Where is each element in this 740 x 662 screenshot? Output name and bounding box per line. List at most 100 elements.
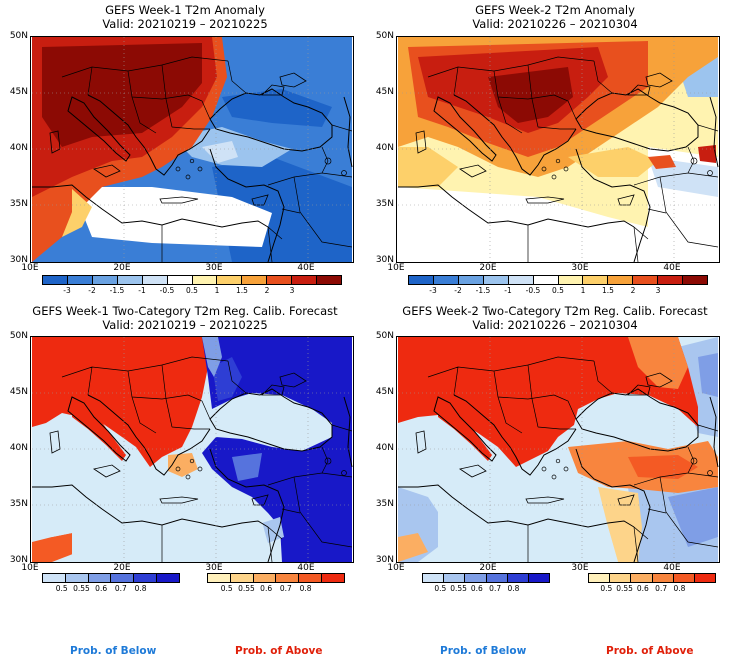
panel-valid-dates: Valid: 20210219 – 20210225: [102, 318, 268, 332]
lat-label: 40N: [375, 143, 394, 153]
lon-label: 30E: [571, 563, 589, 573]
colorbar-swatch: [276, 574, 300, 582]
colorbar-tick-label: 0.8: [507, 584, 520, 593]
colorbar-tick-label: 0.8: [673, 584, 686, 593]
lat-label: 35N: [9, 499, 28, 509]
colorbar-swatch: [694, 574, 716, 582]
colorbar-tick-label: 0.55: [616, 584, 633, 593]
colorbar-swatch: [142, 276, 168, 284]
colorbar-tick-label: 3: [655, 286, 661, 295]
prob-above-caption: Prob. of Above: [606, 645, 694, 657]
panel-title: GEFS Week-1 Two-Category T2m Reg. Calib.…: [32, 304, 338, 318]
colorbar-swatch: [673, 574, 695, 582]
panel-valid-dates: Valid: 20210226 – 20210304: [472, 318, 638, 332]
colorbar-swatch: [208, 574, 231, 582]
lat-label: 50N: [375, 331, 394, 341]
colorbar-swatch: [230, 574, 254, 582]
colorbar-tick-label: 0.7: [279, 584, 292, 593]
colorbar-tick-label: -1: [504, 286, 512, 295]
colorbar-tick-label: 0.7: [655, 584, 668, 593]
colorbar-swatch: [111, 574, 135, 582]
colorbar-tick-label: 0.6: [470, 584, 483, 593]
prob-below-colorbar: [422, 573, 550, 583]
lat-label: 50N: [9, 31, 28, 41]
prob-above-colorbar: [207, 573, 345, 583]
panel-title: GEFS Week-1 T2m Anomaly: [105, 3, 265, 17]
colorbar-tick-label: 0.5: [55, 584, 68, 593]
colorbar-tick-label: 0.7: [489, 584, 502, 593]
lat-label: 30N: [375, 555, 394, 565]
colorbar-swatch: [43, 574, 66, 582]
colorbar-tick-label: 0.5: [600, 584, 613, 593]
prob-above-caption: Prob. of Above: [235, 645, 323, 657]
colorbar-swatch: [267, 276, 293, 284]
colorbar-tick-label: 2: [630, 286, 636, 295]
colorbar-tick-label: -3: [63, 286, 71, 295]
colorbar-swatch: [433, 276, 459, 284]
lat-label: 30N: [375, 255, 394, 265]
colorbar-swatch: [658, 276, 684, 284]
colorbar-swatch: [583, 276, 609, 284]
map-week2-anomaly: [396, 36, 720, 263]
panel-week2-probability: GEFS Week-2 Two-Category T2m Reg. Calib.…: [370, 300, 740, 600]
colorbar-tick-label: 0.5: [552, 286, 564, 295]
colorbar-swatch: [409, 276, 434, 284]
lat-label: 50N: [375, 31, 394, 41]
colorbar-swatch: [253, 574, 277, 582]
colorbar-swatch: [558, 276, 584, 284]
colorbar-swatch: [67, 276, 93, 284]
colorbar-tick-label: 1: [214, 286, 220, 295]
colorbar-tick-label: 0.8: [299, 584, 312, 593]
colorbar-tick-label: 0.55: [450, 584, 467, 593]
lat-label: 30N: [9, 255, 28, 265]
lat-label: 40N: [9, 443, 28, 453]
colorbar-swatch: [610, 574, 632, 582]
lat-label: 35N: [375, 199, 394, 209]
panel-valid-dates: Valid: 20210219 – 20210225: [102, 17, 268, 31]
colorbar-tick-label: 0.55: [238, 584, 255, 593]
lat-label: 45N: [375, 87, 394, 97]
lat-label: 30N: [9, 555, 28, 565]
colorbar-swatch: [508, 276, 534, 284]
colorbar-swatch: [299, 574, 323, 582]
lon-label: 30E: [205, 563, 223, 573]
colorbar-swatch: [633, 276, 659, 284]
colorbar-tick-label: 0.5: [434, 584, 447, 593]
panel-valid-dates: Valid: 20210226 – 20210304: [472, 17, 638, 31]
lon-label: 30E: [571, 263, 589, 273]
lon-label: 10E: [21, 263, 39, 273]
lat-label: 45N: [9, 87, 28, 97]
colorbar-swatch: [444, 574, 466, 582]
colorbar-tick-label: 0.8: [134, 584, 147, 593]
colorbar-swatch: [217, 276, 243, 284]
colorbar-tick-label: 3: [289, 286, 295, 295]
colorbar-tick-label: 1: [580, 286, 586, 295]
map-week1-anomaly: [30, 36, 354, 263]
lon-label: 20E: [479, 263, 497, 273]
map-week1-probability: [30, 336, 354, 563]
colorbar-tick-label: 1.5: [602, 286, 614, 295]
lon-label: 40E: [663, 563, 681, 573]
colorbar-tick-label: -2: [88, 286, 96, 295]
colorbar-tick-label: -1.5: [109, 286, 125, 295]
colorbar-tick-label: -0.5: [525, 286, 541, 295]
lon-label: 40E: [297, 563, 315, 573]
prob-below-caption: Prob. of Below: [70, 645, 157, 657]
colorbar-swatch: [117, 276, 143, 284]
colorbar-swatch: [683, 276, 708, 284]
colorbar-swatch: [507, 574, 529, 582]
colorbar-tick-label: 0.55: [73, 584, 90, 593]
lon-label: 10E: [387, 563, 405, 573]
panel-week2-anomaly: GEFS Week-2 T2m Anomaly Valid: 20210226 …: [370, 0, 740, 300]
colorbar-tick-label: 0.5: [186, 286, 198, 295]
panel-title: GEFS Week-2 Two-Category T2m Reg. Calib.…: [402, 304, 708, 318]
colorbar-swatch: [486, 574, 508, 582]
lon-label: 10E: [387, 263, 405, 273]
panel-week1-probability: GEFS Week-1 Two-Category T2m Reg. Calib.…: [0, 300, 370, 600]
lat-label: 35N: [375, 499, 394, 509]
colorbar-swatch: [589, 574, 611, 582]
lat-label: 50N: [9, 331, 28, 341]
anomaly-colorbar: [408, 275, 708, 285]
colorbar-swatch: [43, 276, 68, 284]
colorbar-tick-label: -0.5: [159, 286, 175, 295]
